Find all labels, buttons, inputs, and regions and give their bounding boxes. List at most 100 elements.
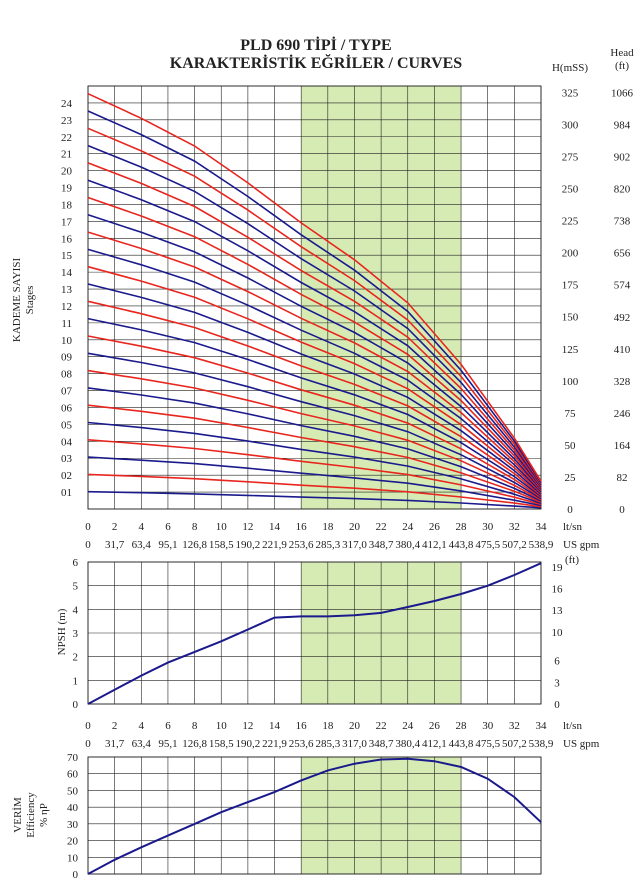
efficiency-tick: 40 <box>67 802 79 814</box>
stages-axis-title: KADEME SAYISI <box>11 258 23 343</box>
npsh-flow-axis-lt-tick: 24 <box>402 720 414 732</box>
efficiency-curve <box>87 757 542 875</box>
efficiency-tick: 60 <box>67 769 79 781</box>
head-ft-tick: 738 <box>614 216 631 228</box>
chart-title-line-2: KARAKTERİSTİK EĞRİLER / CURVES <box>170 53 462 72</box>
head-ft-tick: 1066 <box>611 88 634 100</box>
head-flow-axis-gpm-tick: 190,2 <box>236 539 261 551</box>
efficiency-axis-title: VERİM <box>12 797 24 833</box>
npsh-ft-tick: 19 <box>552 562 564 574</box>
npsh-flow-axis-lt-tick: 20 <box>349 720 361 732</box>
head-flow-axis-lt-tick: 2 <box>112 521 118 533</box>
npsh-flow-axis-gpm-tick: 285,3 <box>315 738 340 750</box>
head-flow-axis-lt-tick: 32 <box>509 521 520 533</box>
npsh-m-tick: 5 <box>73 581 79 593</box>
npsh-flow-axis-lt-tick: 22 <box>376 720 387 732</box>
stage-tick: 16 <box>61 233 73 245</box>
npsh-flow-axis-lt-tick: 6 <box>165 720 171 732</box>
npsh-flow-axis-gpm-tick: 380,4 <box>395 738 420 750</box>
npsh-ft-tick: 3 <box>554 677 560 689</box>
head-flow-axis-gpm-tick: 63,4 <box>132 539 152 551</box>
npsh-m-tick: 2 <box>73 652 79 664</box>
head-flow-axis-lt-tick: 14 <box>269 521 281 533</box>
npsh-flow-axis-lt-tick: 32 <box>509 720 520 732</box>
stage-tick: 23 <box>61 115 73 127</box>
stage-tick: 21 <box>61 149 72 161</box>
npsh-flow-axis-lt-tick: 18 <box>322 720 334 732</box>
head-m-tick: 175 <box>562 280 579 292</box>
efficiency-axis-unit: % ηP <box>38 803 50 827</box>
npsh-flow-axis-lt-tick: 12 <box>242 720 253 732</box>
npsh-ft-tick: 10 <box>552 627 564 639</box>
npsh-flow-axis-lt-tick: 16 <box>296 720 308 732</box>
stage-tick: 18 <box>61 199 73 211</box>
npsh-flow-axis-gpm-tick: 348,7 <box>369 738 394 750</box>
chart-title-line-1: PLD 690 TİPİ / TYPE <box>240 35 391 54</box>
stage-4-curve <box>87 439 542 506</box>
stage-tick: 07 <box>61 386 73 398</box>
stage-17-curve <box>87 214 542 490</box>
head-flow-axis-lt-tick: 20 <box>349 521 361 533</box>
head-ft-tick: 82 <box>617 472 628 484</box>
flow-unit-gpm-1: US gpm <box>563 539 600 551</box>
head-flow-axis-lt-tick: 16 <box>296 521 308 533</box>
head-ft-tick: 820 <box>614 184 631 196</box>
head-m-tick: 25 <box>565 472 577 484</box>
npsh-m-tick: 0 <box>73 699 79 711</box>
stage-1-curve <box>87 490 542 509</box>
head-flow-axis-lt-tick: 24 <box>402 521 414 533</box>
stage-8-curve <box>87 369 542 501</box>
stage-6-curve <box>87 404 542 503</box>
stage-tick: 20 <box>61 166 73 178</box>
stage-tick: 15 <box>61 250 73 262</box>
stage-tick: 08 <box>61 369 73 381</box>
stage-16-curve <box>87 231 542 492</box>
npsh-flow-axis-gpm-tick: 31,7 <box>105 738 125 750</box>
npsh-flow-axis-lt-tick: 28 <box>456 720 468 732</box>
head-ft-tick: 328 <box>614 376 631 388</box>
stage-14-curve <box>87 265 542 494</box>
stage-23-curve <box>87 110 542 483</box>
npsh-m-tick: 4 <box>73 604 79 616</box>
efficiency-tick: 0 <box>73 869 79 881</box>
head-ft-tick: 164 <box>614 440 631 452</box>
npsh-flow-axis-gpm-tick: 443,8 <box>449 738 474 750</box>
head-flow-axis-gpm-tick: 348,7 <box>369 539 394 551</box>
stage-tick: 06 <box>61 402 73 414</box>
head-ft-tick: 984 <box>614 120 631 132</box>
head-flow-axis-gpm-tick: 0 <box>85 539 91 551</box>
stage-tick: 19 <box>61 183 73 195</box>
npsh-panel-frame <box>87 561 542 705</box>
flow-unit-lt-sn-2: lt/sn <box>563 720 582 732</box>
efficiency-tick: 30 <box>67 819 79 831</box>
npsh-flow-axis-lt-tick: 34 <box>536 720 548 732</box>
flow-unit-gpm-2: US gpm <box>563 738 600 750</box>
head-ft-tick: 656 <box>614 248 631 260</box>
head-flow-axis-gpm-tick: 538,9 <box>529 539 554 551</box>
npsh-flow-axis-lt-tick: 8 <box>192 720 198 732</box>
head-flow-axis-lt-tick: 34 <box>536 521 548 533</box>
head-flow-axis-gpm-tick: 221,9 <box>262 539 287 551</box>
efficiency-panel-frame <box>87 756 542 875</box>
npsh-ft-tick: 6 <box>554 656 560 668</box>
npsh-m-tick: 1 <box>73 675 79 687</box>
npsh-flow-axis-lt-tick: 14 <box>269 720 281 732</box>
stage-2-curve <box>87 473 542 508</box>
npsh-flow-axis-gpm-tick: 475,5 <box>475 738 500 750</box>
stage-5-curve <box>87 421 542 504</box>
stage-19-curve <box>87 179 542 488</box>
stage-3-curve <box>87 456 542 507</box>
stage-21-curve <box>87 144 542 486</box>
head-flow-axis-lt-tick: 18 <box>322 521 334 533</box>
head-flow-axis-gpm-tick: 317,0 <box>342 539 367 551</box>
stage-9-curve <box>87 352 542 500</box>
npsh-flow-axis-lt-tick: 30 <box>482 720 494 732</box>
head-m-tick: 250 <box>562 184 579 196</box>
head-m-axis-title: H(mSS) <box>552 62 588 74</box>
head-flow-axis-lt-tick: 0 <box>85 521 91 533</box>
npsh-flow-axis-gpm-tick: 253,6 <box>289 738 314 750</box>
npsh-curve <box>87 562 542 705</box>
stage-tick: 01 <box>61 487 72 499</box>
head-flow-axis-gpm-tick: 31,7 <box>105 539 125 551</box>
npsh-flow-axis-gpm-tick: 95,1 <box>158 738 177 750</box>
